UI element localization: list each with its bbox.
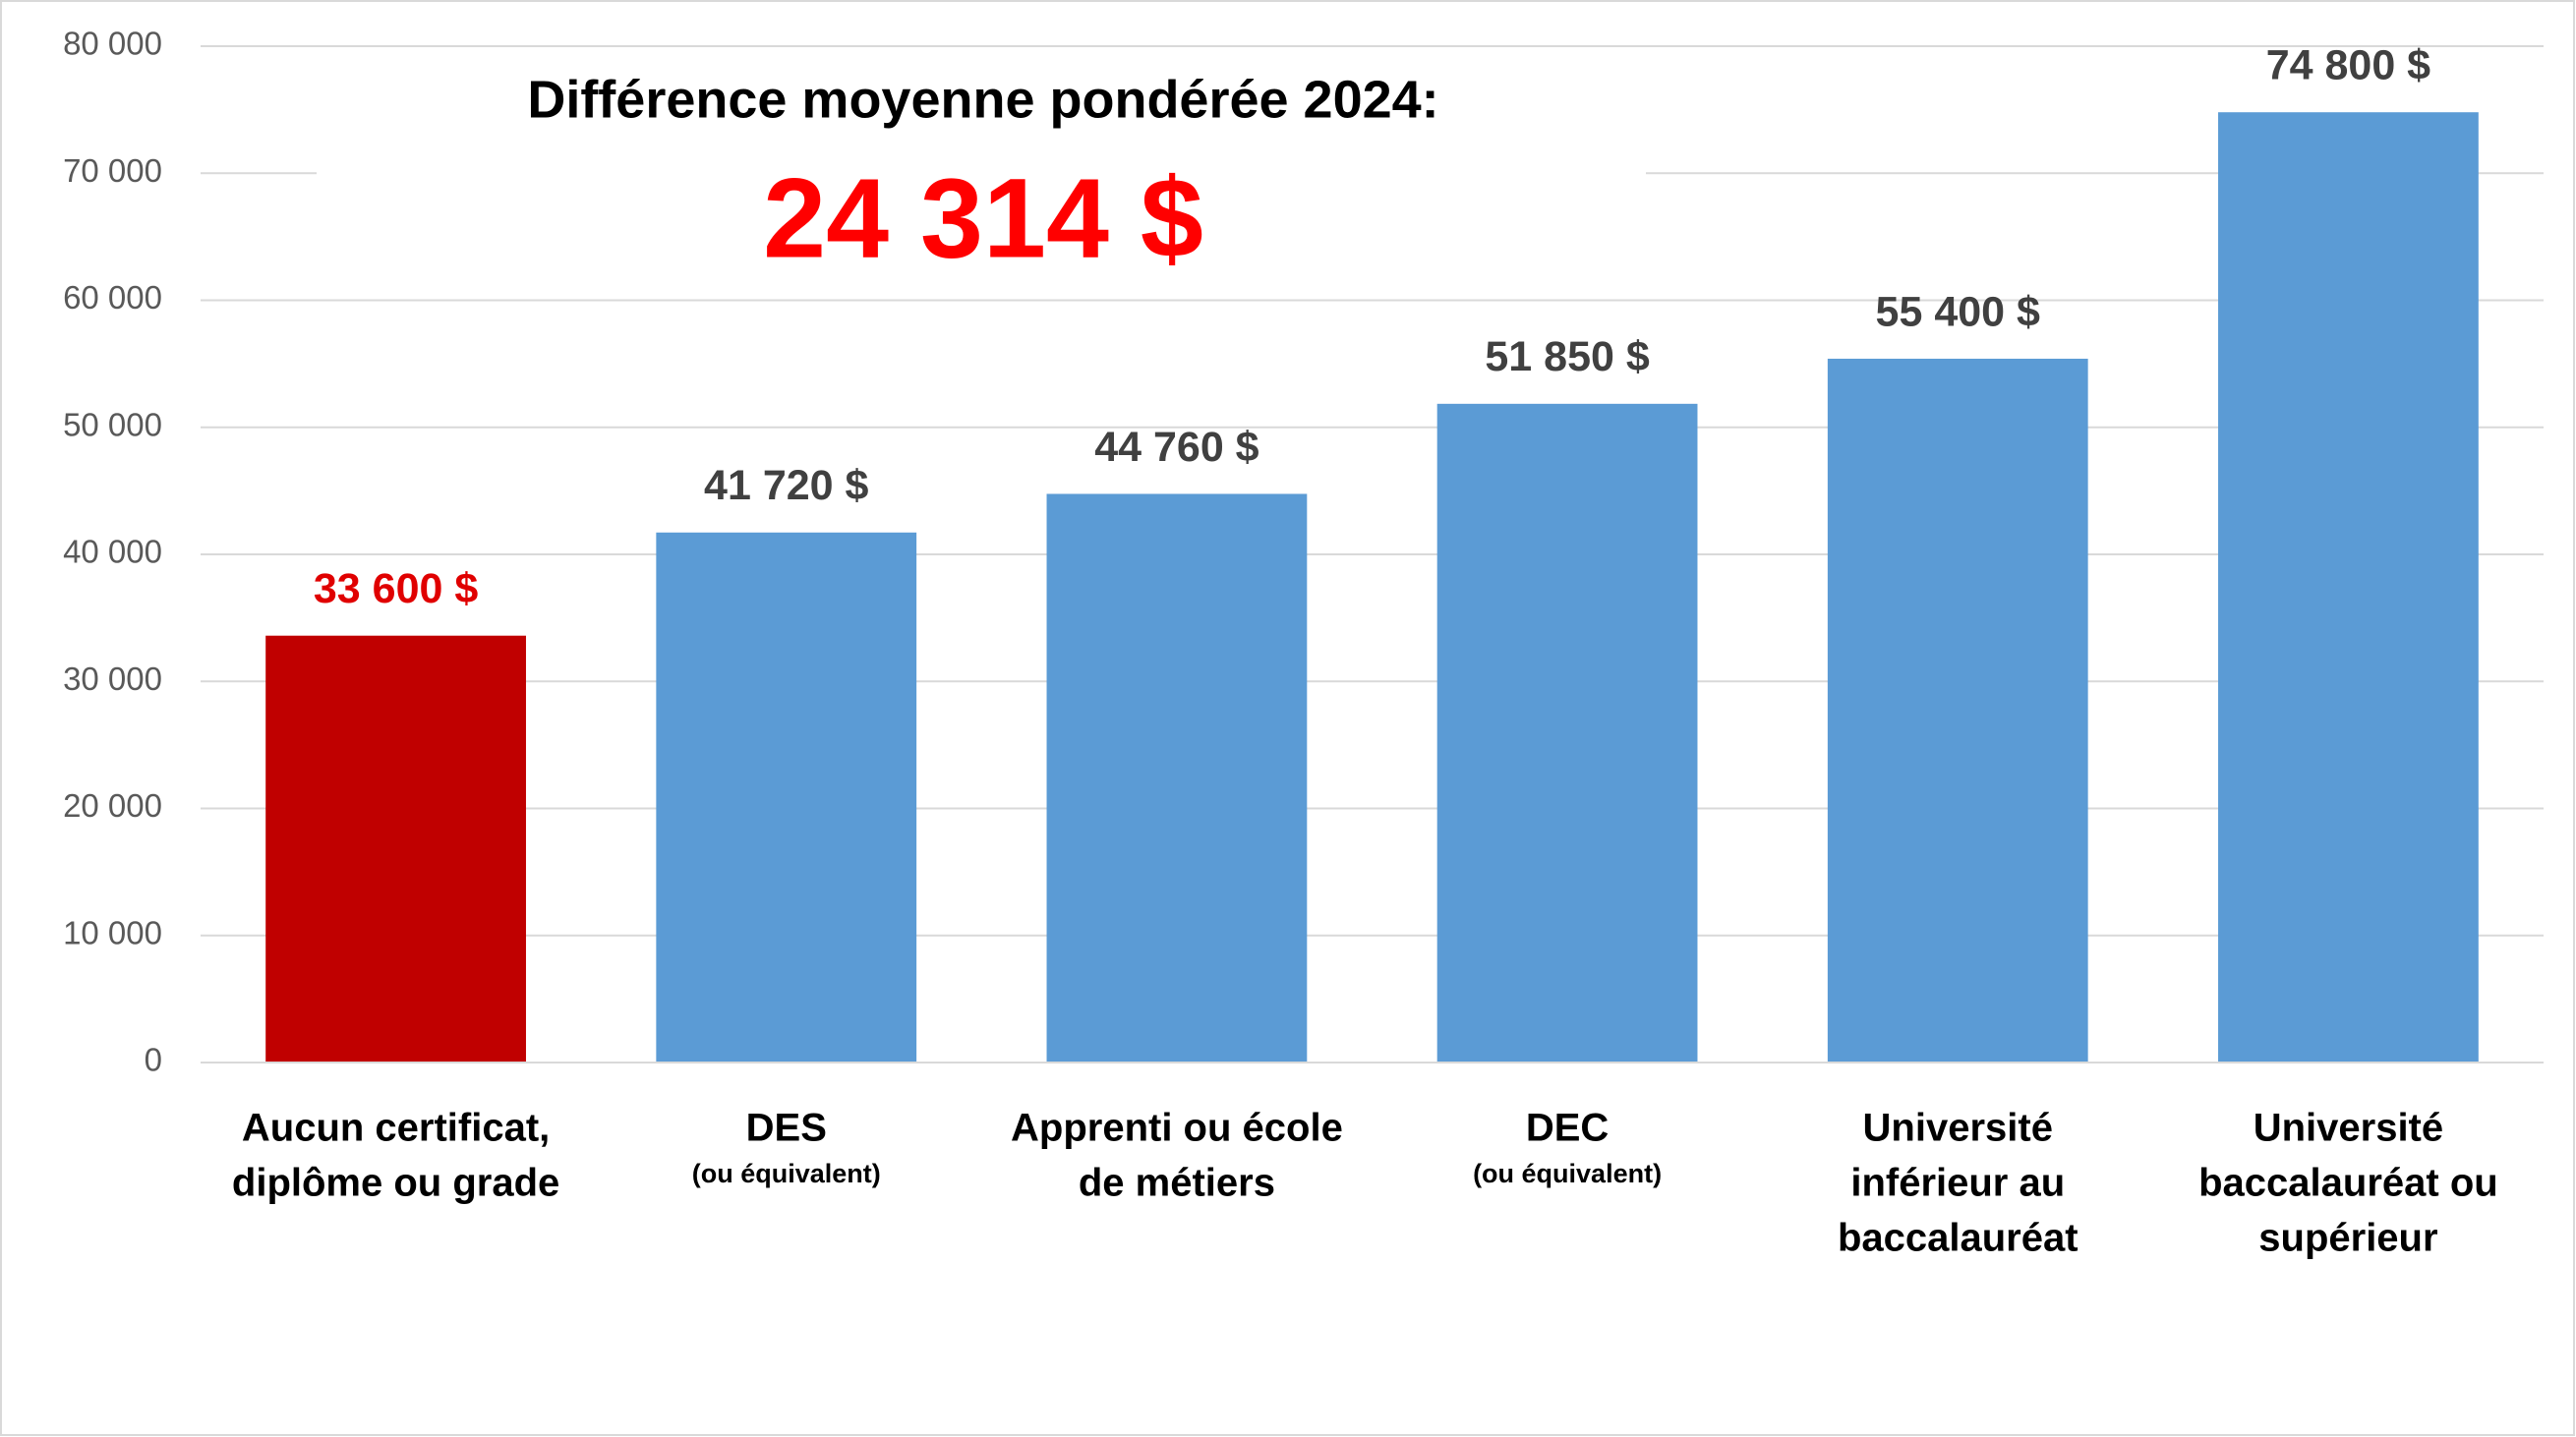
y-tick-label: 20 000 (63, 787, 162, 824)
value-label: 51 850 $ (1485, 333, 1649, 380)
x-tick-label: Université (2254, 1107, 2443, 1150)
value-label: 33 600 $ (314, 565, 478, 612)
y-tick-label: 10 000 (63, 914, 162, 950)
x-tick-label: baccalauréat ou (2198, 1162, 2498, 1205)
x-tick-note: (ou équivalent) (692, 1159, 881, 1188)
x-tick-label: Université (1863, 1107, 2053, 1150)
x-tick-note: (ou équivalent) (1473, 1159, 1662, 1188)
x-tick-label: DEC (1526, 1107, 1609, 1150)
y-tick-label: 70 000 (63, 152, 162, 189)
x-tick-label: DES (746, 1107, 827, 1150)
annotation-backdrop (317, 59, 1646, 295)
x-tick-label: supérieur (2258, 1217, 2437, 1260)
value-label: 55 400 $ (1876, 288, 2040, 335)
bar (1046, 493, 1308, 1063)
y-tick-label: 30 000 (63, 661, 162, 697)
x-tick-label: Aucun certificat, (242, 1107, 550, 1150)
annotation-value: 24 314 $ (763, 155, 1203, 281)
value-label: 44 760 $ (1094, 424, 1259, 471)
value-label: 74 800 $ (2266, 42, 2430, 89)
y-tick-label: 80 000 (63, 26, 162, 62)
y-tick-label: 60 000 (63, 279, 162, 316)
y-tick-label: 40 000 (63, 534, 162, 570)
y-tick-label: 50 000 (63, 406, 162, 442)
bar (1827, 358, 2088, 1063)
bar (265, 635, 526, 1063)
y-tick-label: 0 (145, 1042, 162, 1078)
x-tick-label: diplôme ou grade (232, 1162, 559, 1205)
x-tick-label: Apprenti ou école (1011, 1107, 1343, 1150)
x-tick-label: inférieur au (1850, 1162, 2065, 1205)
bar (2218, 112, 2479, 1063)
x-tick-label: de métiers (1079, 1162, 1275, 1205)
bar (656, 532, 917, 1063)
x-tick-label: baccalauréat (1838, 1217, 2078, 1260)
annotation-title: Différence moyenne pondérée 2024: (527, 70, 1438, 129)
bar (1436, 403, 1698, 1063)
value-label: 41 720 $ (704, 462, 868, 509)
